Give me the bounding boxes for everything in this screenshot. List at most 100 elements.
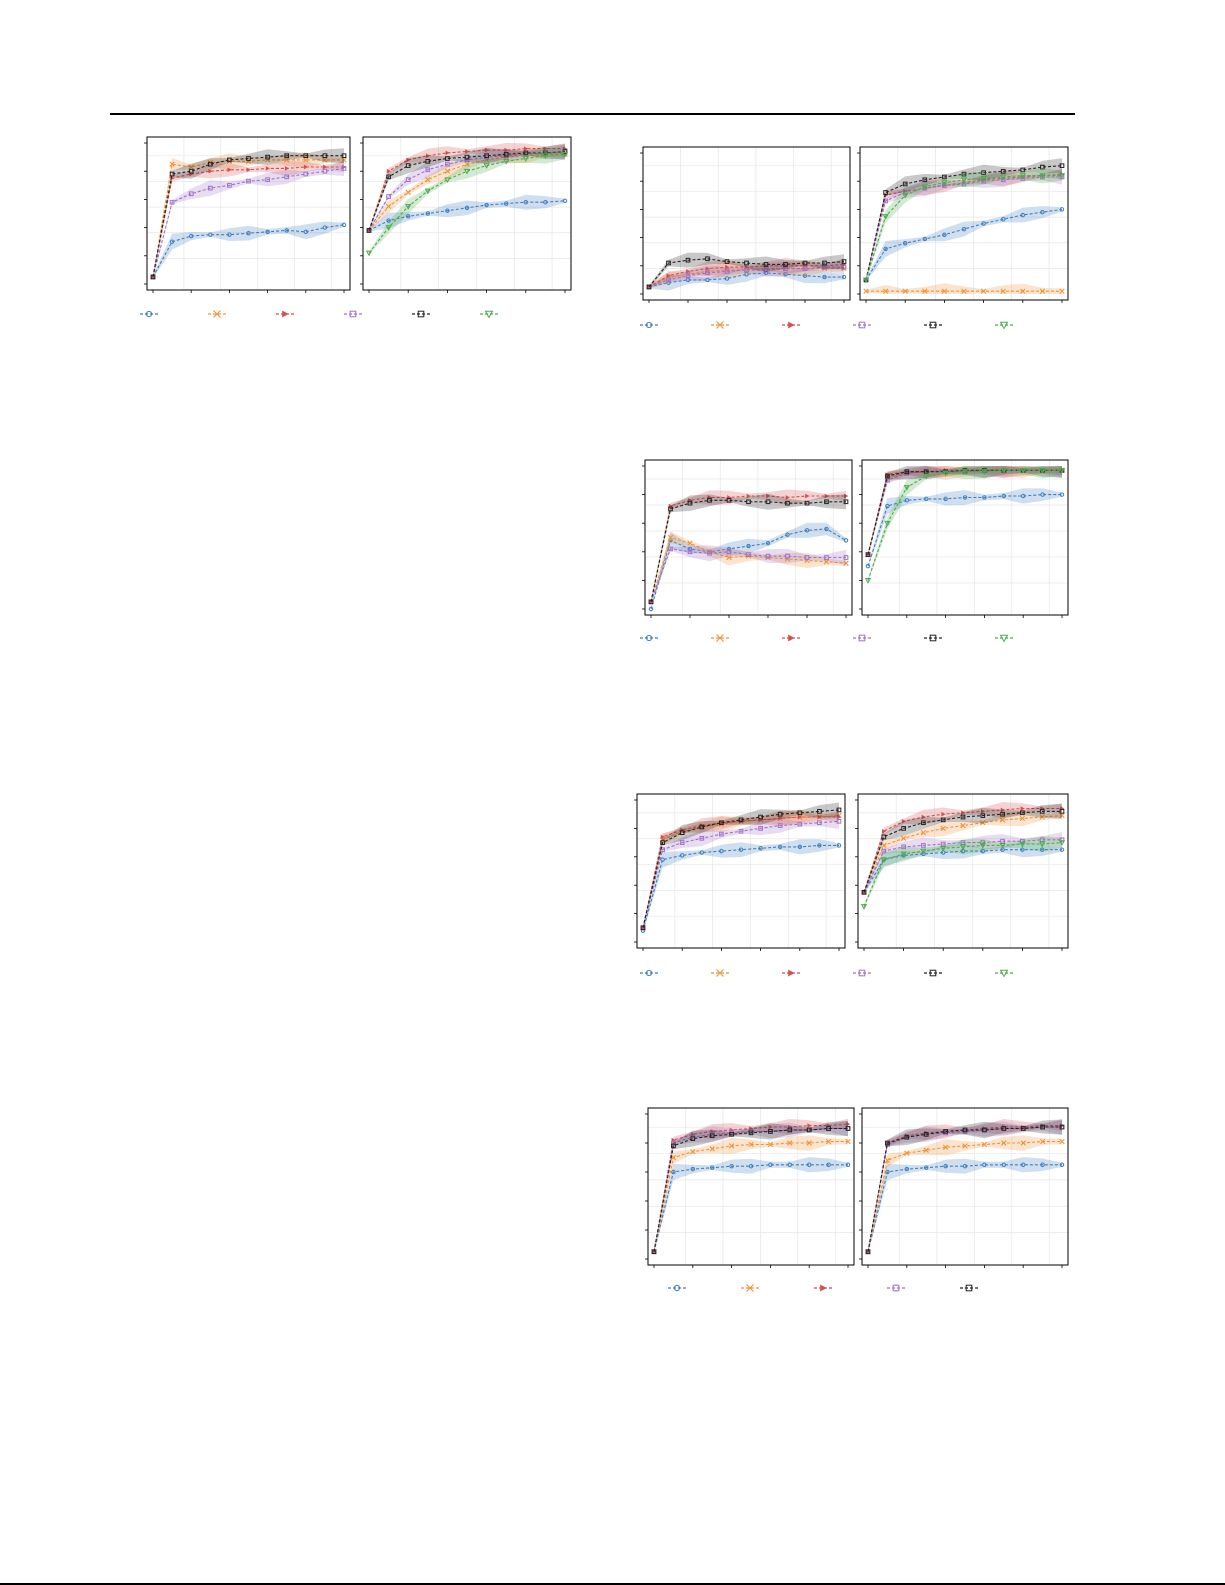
data-point xyxy=(666,260,671,266)
data-point xyxy=(562,149,568,154)
confidence-band xyxy=(868,466,1062,582)
data-point xyxy=(1059,837,1065,843)
data-point xyxy=(284,228,289,233)
confidence-band xyxy=(866,283,1062,294)
data-point xyxy=(768,1124,773,1130)
data-point xyxy=(188,168,194,174)
data-point xyxy=(707,550,712,556)
series-s4 xyxy=(861,832,1065,895)
data-point xyxy=(961,288,967,294)
legend-marker xyxy=(858,969,866,977)
series-s6 xyxy=(365,147,569,257)
legend-marker xyxy=(858,321,866,329)
data-point xyxy=(1039,814,1045,820)
data-point xyxy=(922,177,928,183)
data-point xyxy=(671,1140,676,1146)
data-point xyxy=(444,168,451,174)
data-point xyxy=(1040,164,1045,170)
data-point xyxy=(1020,1162,1026,1167)
series-s5 xyxy=(651,1120,851,1255)
data-point xyxy=(386,194,391,199)
data-point xyxy=(1039,173,1046,179)
data-point xyxy=(960,840,966,845)
data-point xyxy=(1001,1126,1007,1131)
confidence-band xyxy=(153,160,344,279)
data-point xyxy=(726,549,732,555)
data-point xyxy=(1000,838,1005,844)
legend-item-s3 xyxy=(276,310,294,318)
data-point xyxy=(1020,493,1026,499)
confidence-band xyxy=(866,167,1062,282)
legend-b xyxy=(640,321,1013,330)
data-point xyxy=(837,814,842,820)
legend-marker xyxy=(820,1284,827,1292)
data-point xyxy=(901,826,906,831)
data-point xyxy=(699,850,705,855)
data-point xyxy=(959,844,967,851)
data-point xyxy=(999,817,1006,823)
data-point xyxy=(651,1249,657,1255)
data-point xyxy=(999,843,1006,849)
data-point xyxy=(386,218,391,223)
data-point xyxy=(1019,841,1026,848)
data-point xyxy=(445,208,450,213)
data-point xyxy=(902,190,908,195)
legend-item-s3 xyxy=(782,321,800,329)
data-point xyxy=(705,270,710,276)
data-point xyxy=(1039,1138,1046,1145)
data-point xyxy=(807,1123,812,1128)
data-point xyxy=(783,262,788,267)
series-s5 xyxy=(646,252,847,290)
data-point xyxy=(903,485,910,491)
data-point xyxy=(1059,288,1065,294)
confidence-band xyxy=(649,259,844,289)
chart-d-right xyxy=(855,793,1069,951)
data-point xyxy=(942,183,947,188)
data-point xyxy=(1019,173,1026,179)
data-point xyxy=(763,267,769,273)
data-point xyxy=(504,147,509,153)
data-point xyxy=(150,274,156,280)
legend-marker xyxy=(929,969,937,977)
series-line xyxy=(368,148,565,231)
series-line xyxy=(863,849,1062,893)
data-point xyxy=(341,157,347,163)
data-point xyxy=(1020,838,1025,844)
legend-marker xyxy=(999,969,1009,978)
data-point xyxy=(923,1131,929,1137)
data-point xyxy=(265,177,270,183)
legend-item-s5 xyxy=(924,969,942,977)
data-point xyxy=(758,826,763,831)
data-point xyxy=(188,191,194,197)
data-point xyxy=(943,1163,948,1169)
data-point xyxy=(885,503,890,509)
chart-c-left xyxy=(642,459,853,618)
data-point xyxy=(758,814,763,820)
data-point xyxy=(523,146,529,151)
data-point xyxy=(424,188,431,195)
data-point xyxy=(386,174,391,180)
data-point xyxy=(406,157,411,163)
series-line xyxy=(642,816,839,928)
data-point xyxy=(679,840,685,845)
data-point xyxy=(982,1162,987,1167)
data-point xyxy=(1020,1140,1026,1146)
data-point xyxy=(981,469,988,476)
data-point xyxy=(685,257,691,263)
series-line xyxy=(152,155,344,278)
series-s5 xyxy=(861,803,1065,895)
data-point xyxy=(341,166,347,171)
data-point xyxy=(744,267,749,273)
data-point xyxy=(227,232,232,237)
data-point xyxy=(709,1133,715,1139)
confidence-band xyxy=(643,813,839,930)
confidence-band xyxy=(651,545,846,604)
legend-item-s2 xyxy=(208,310,226,318)
data-point xyxy=(707,497,712,503)
data-point xyxy=(783,266,788,271)
data-point xyxy=(826,1126,831,1131)
data-point xyxy=(885,1140,890,1146)
data-point xyxy=(885,473,890,479)
data-point xyxy=(405,214,411,219)
series-line xyxy=(867,494,1062,567)
